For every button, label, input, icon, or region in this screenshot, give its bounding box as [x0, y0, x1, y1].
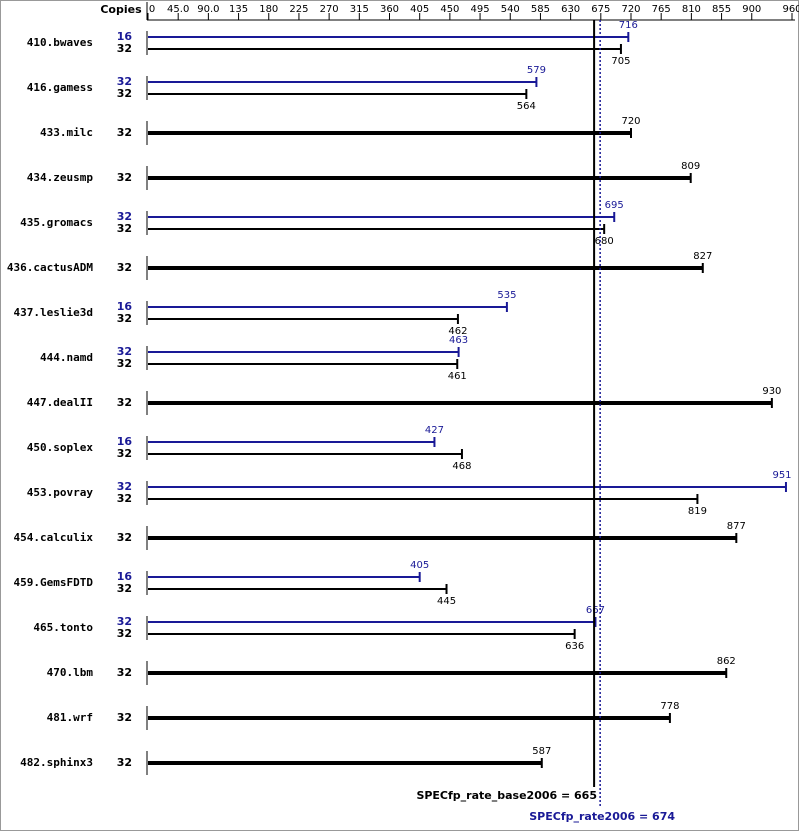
x-tick-label: 630 [561, 4, 580, 15]
x-tick-label: 360 [380, 4, 399, 15]
x-tick-label: 540 [501, 4, 520, 15]
reference-label: SPECfp_rate2006 = 674 [529, 810, 675, 823]
x-tick-label: 270 [320, 4, 339, 15]
category-label: 465.tonto [33, 621, 93, 634]
value-label: 579 [527, 65, 546, 76]
copies-label: 16 [117, 435, 133, 448]
copies-label: 32 [117, 615, 132, 628]
category-label: 453.povray [27, 486, 94, 499]
value-label: 468 [452, 461, 471, 472]
category-label: 482.sphinx3 [20, 756, 93, 769]
value-label: 463 [449, 335, 468, 346]
x-tick-label: 45.0 [167, 4, 189, 15]
copies-label: 32 [117, 222, 132, 235]
value-label: 680 [595, 236, 614, 247]
category-label: 434.zeusmp [27, 171, 94, 184]
value-label: 695 [605, 200, 624, 211]
x-tick-label: 855 [712, 4, 731, 15]
value-label: 819 [688, 506, 707, 517]
copies-label: 32 [117, 531, 132, 544]
value-label: 862 [717, 656, 736, 667]
x-tick-label: 135 [229, 4, 248, 15]
x-tick-label: 495 [471, 4, 490, 15]
copies-label: 32 [117, 261, 132, 274]
category-label: 416.gamess [27, 81, 93, 94]
x-tick-label: 450 [440, 4, 459, 15]
x-tick-label: 180 [259, 4, 278, 15]
x-tick-label: 720 [621, 4, 640, 15]
x-tick-label: 90.0 [197, 4, 219, 15]
copies-label: 32 [117, 711, 132, 724]
copies-label: 32 [117, 492, 132, 505]
copies-label: 32 [117, 171, 132, 184]
value-label: 877 [727, 521, 746, 532]
category-label: 435.gromacs [20, 216, 93, 229]
copies-label: 32 [117, 210, 132, 223]
copies-label: 32 [117, 447, 132, 460]
category-label: 470.lbm [47, 666, 94, 679]
category-label: 410.bwaves [27, 36, 93, 49]
copies-label: 32 [117, 75, 132, 88]
value-label: 445 [437, 596, 456, 607]
copies-label: 16 [117, 300, 133, 313]
category-label: 447.dealII [27, 396, 93, 409]
x-tick-label: 765 [652, 4, 671, 15]
copies-label: 32 [117, 756, 132, 769]
category-label: 450.soplex [27, 441, 94, 454]
x-tick-label: 405 [410, 4, 429, 15]
x-tick-label: 960 [782, 4, 799, 15]
copies-label: 16 [117, 570, 133, 583]
value-label: 705 [611, 56, 630, 67]
value-label: 427 [425, 425, 444, 436]
category-label: 481.wrf [47, 711, 93, 724]
copies-label: 32 [117, 582, 132, 595]
copies-label: 32 [117, 312, 132, 325]
value-label: 930 [762, 386, 781, 397]
category-label: 437.leslie3d [14, 306, 93, 319]
value-label: 405 [410, 560, 429, 571]
value-label: 716 [619, 20, 638, 31]
category-label: 459.GemsFDTD [14, 576, 94, 589]
copies-label: 32 [117, 627, 132, 640]
x-tick-label: 315 [350, 4, 369, 15]
value-label: 951 [772, 470, 791, 481]
copies-label: 32 [117, 666, 132, 679]
copies-label: 32 [117, 87, 132, 100]
value-label: 827 [693, 251, 712, 262]
value-label: 535 [497, 290, 516, 301]
value-label: 462 [448, 326, 467, 337]
reference-label: SPECfp_rate_base2006 = 665 [416, 789, 597, 802]
copies-label: 32 [117, 357, 132, 370]
value-label: 809 [681, 161, 700, 172]
value-label: 587 [532, 746, 551, 757]
copies-label: 32 [117, 42, 132, 55]
x-tick-label: 675 [591, 4, 610, 15]
category-label: 433.milc [40, 126, 93, 139]
x-tick-label: 810 [682, 4, 701, 15]
value-label: 636 [565, 641, 584, 652]
value-label: 667 [586, 605, 605, 616]
x-tick-label: 0 [149, 4, 155, 15]
copies-label: 32 [117, 345, 132, 358]
value-label: 461 [448, 371, 467, 382]
value-label: 720 [621, 116, 640, 127]
x-tick-label: 225 [289, 4, 308, 15]
x-tick-label: 900 [742, 4, 761, 15]
value-label: 564 [517, 101, 536, 112]
x-tick-label: 585 [531, 4, 550, 15]
value-label: 778 [660, 701, 679, 712]
copies-label: 32 [117, 126, 132, 139]
copies-label: 32 [117, 396, 132, 409]
category-label: 436.cactusADM [7, 261, 93, 274]
category-label: 454.calculix [14, 531, 94, 544]
copies-label: 32 [117, 480, 132, 493]
copies-header: Copies [100, 3, 142, 16]
category-label: 444.namd [40, 351, 93, 364]
copies-label: 16 [117, 30, 133, 43]
